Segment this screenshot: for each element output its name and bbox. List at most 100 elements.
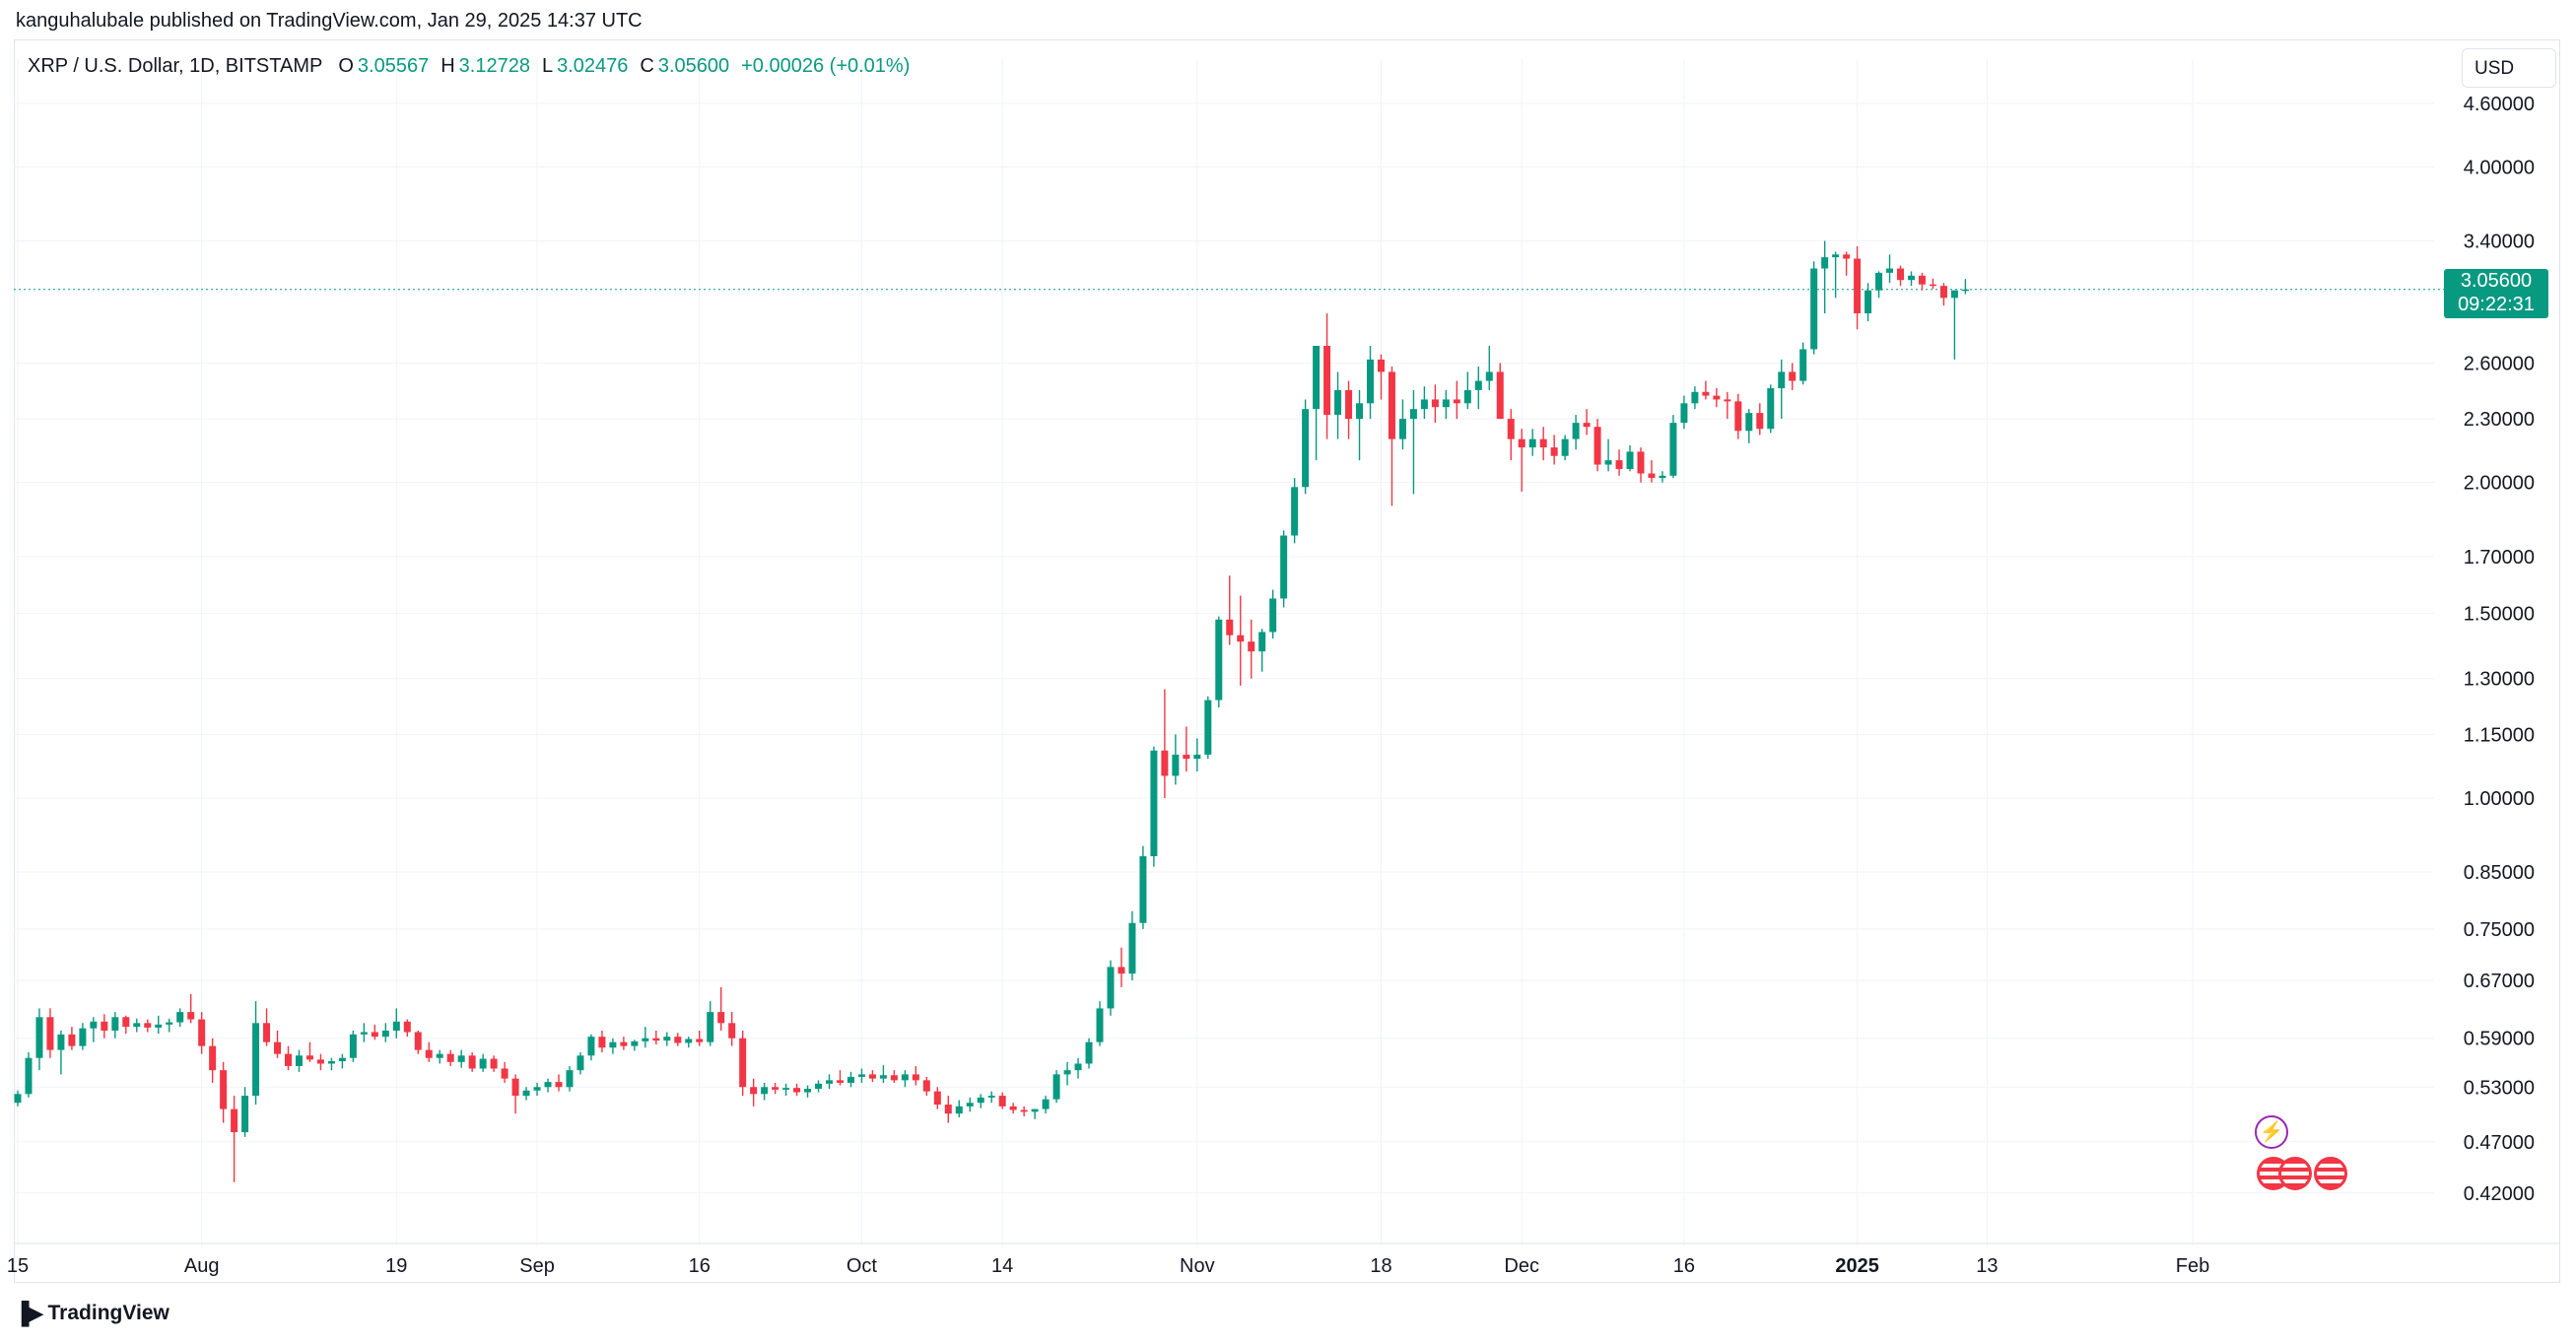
candle-body — [1702, 391, 1710, 396]
y-tick-label: 3.40000 — [2464, 231, 2535, 252]
y-tick-label: 0.67000 — [2464, 971, 2535, 992]
candle-body — [166, 1022, 173, 1025]
candle-body — [717, 1012, 725, 1024]
symbol-label[interactable]: XRP / U.S. Dollar, 1D, BITSTAMP — [28, 55, 323, 77]
candle-body — [68, 1034, 76, 1046]
candle-body — [187, 1012, 195, 1020]
candle-body — [79, 1028, 87, 1046]
y-tick-label: 0.75000 — [2464, 919, 2535, 941]
candle-body — [371, 1032, 378, 1038]
candle-body — [436, 1053, 443, 1058]
candle-body — [977, 1097, 984, 1104]
candle-body — [1367, 359, 1374, 404]
candle-body — [392, 1021, 400, 1031]
y-tick-label: 4.00000 — [2464, 157, 2535, 178]
y-tick-label: 0.53000 — [2464, 1077, 2535, 1099]
candle-body — [1334, 389, 1342, 416]
open-label: O — [338, 55, 354, 77]
x-tick-label: 16 — [1673, 1255, 1695, 1277]
candle-body — [847, 1076, 854, 1083]
candle-body — [663, 1037, 671, 1041]
currency-button[interactable]: USD — [2462, 48, 2556, 88]
candle-body — [566, 1070, 574, 1088]
tradingview-logo[interactable]: ▐▶ TradingView — [14, 1301, 169, 1326]
candle-body — [511, 1078, 519, 1097]
ohlc-legend: XRP / U.S. Dollar, 1D, BITSTAMP O 3.05567 H… — [28, 55, 921, 78]
lightning-event-icon[interactable]: ⚡ — [2255, 1115, 2288, 1149]
candle-body — [804, 1089, 812, 1093]
y-tick-label: 2.60000 — [2464, 353, 2535, 374]
candle-body — [1832, 254, 1840, 258]
candle-body — [1248, 641, 1255, 652]
candle-body — [479, 1058, 487, 1069]
candle-body — [1929, 284, 1936, 287]
candle-body — [739, 1038, 747, 1088]
candle-body — [1756, 413, 1764, 430]
candle-body — [793, 1088, 801, 1093]
x-tick-label: Sep — [519, 1255, 555, 1277]
candle-body — [642, 1038, 649, 1041]
candle-body — [901, 1074, 909, 1081]
x-tick-label: Feb — [2176, 1255, 2209, 1277]
candle-body — [1734, 401, 1742, 432]
candle-body — [1463, 389, 1471, 404]
candle-body — [1258, 632, 1266, 652]
candle-body — [1431, 399, 1439, 408]
candle-body — [1572, 423, 1580, 439]
candle-body — [587, 1037, 595, 1056]
publisher-line: kanguhalubale published on TradingView.c… — [16, 10, 643, 32]
candle-body — [285, 1053, 292, 1066]
candle-body — [25, 1057, 33, 1095]
candle-body — [1507, 419, 1515, 439]
candle-body — [241, 1096, 249, 1133]
candle-body — [598, 1037, 606, 1048]
candle-body — [263, 1023, 271, 1042]
candle-body — [1128, 922, 1136, 974]
candle-body — [446, 1053, 454, 1062]
x-tick-label: 13 — [1976, 1255, 1998, 1277]
candle-body — [857, 1074, 865, 1077]
candle-body — [1561, 438, 1569, 456]
candle-body — [468, 1055, 476, 1069]
candle-body — [1031, 1108, 1039, 1112]
x-tick-label: Aug — [184, 1255, 220, 1277]
candle-body — [144, 1023, 152, 1028]
candle-body — [998, 1096, 1006, 1107]
candle-body — [1950, 290, 1958, 299]
candle-body — [1724, 399, 1731, 402]
us-flag-event-icon[interactable] — [2278, 1157, 2312, 1190]
candle-body — [133, 1023, 141, 1028]
candle-body — [912, 1074, 919, 1081]
candle-body — [1442, 399, 1450, 408]
candle-body — [1009, 1106, 1017, 1110]
candle-body — [327, 1061, 335, 1064]
candle-body — [1767, 388, 1775, 430]
candle-body — [1518, 438, 1525, 448]
candle-body — [457, 1055, 465, 1062]
x-tick-label: Dec — [1504, 1255, 1539, 1277]
candle-body — [381, 1030, 389, 1038]
candle-body — [1961, 289, 1969, 292]
candle-body — [1291, 487, 1299, 536]
y-tick-label: 0.85000 — [2464, 862, 2535, 884]
y-tick-label: 1.50000 — [2464, 604, 2535, 626]
candle-body — [1550, 447, 1558, 456]
candle-body — [1485, 371, 1493, 381]
candle-body — [46, 1017, 54, 1050]
candle-body — [1908, 275, 1915, 281]
candle-body — [1843, 254, 1851, 259]
candle-body — [728, 1023, 736, 1039]
candle-body — [414, 1032, 422, 1050]
candle-body — [1528, 438, 1536, 448]
candle-body — [1183, 754, 1190, 760]
candle-body — [295, 1055, 303, 1066]
candle-body — [750, 1087, 758, 1095]
candle-body — [772, 1087, 780, 1090]
candle-body — [209, 1045, 217, 1071]
us-flag-event-icon[interactable] — [2314, 1157, 2347, 1190]
candle-body — [1237, 635, 1245, 642]
candle-body — [576, 1055, 584, 1071]
x-tick-label: 19 — [385, 1255, 407, 1277]
candle-body — [252, 1023, 260, 1097]
